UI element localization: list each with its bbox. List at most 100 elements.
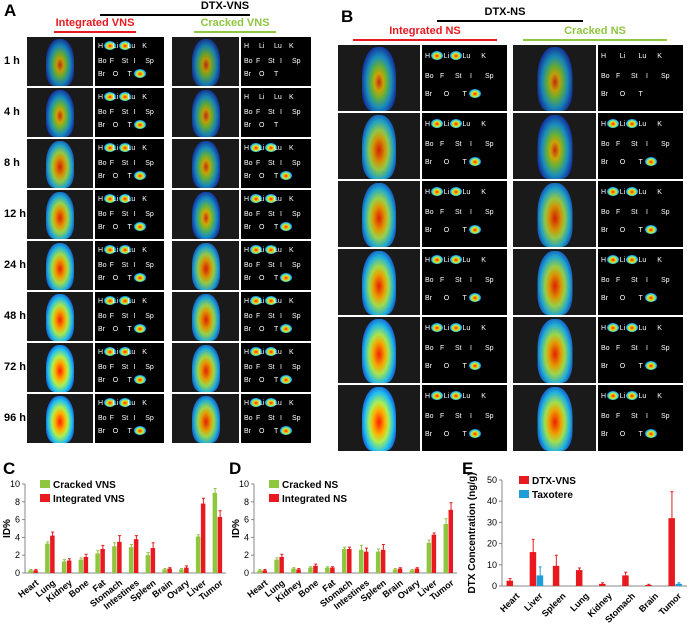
organ-label: Sp bbox=[485, 412, 494, 420]
organ-label: Li bbox=[619, 120, 626, 128]
organ-label: I bbox=[280, 210, 282, 218]
organ-signal bbox=[644, 361, 657, 371]
y-tick-label: 0 bbox=[492, 581, 497, 591]
mouse-image bbox=[172, 190, 239, 239]
legend-swatch bbox=[519, 490, 529, 498]
organ-label: Lu bbox=[127, 195, 136, 203]
organ-label: Bo bbox=[98, 261, 107, 269]
organ-label: K bbox=[289, 297, 294, 305]
organ-label: Li bbox=[112, 399, 119, 407]
panel-a-title-line bbox=[100, 14, 250, 16]
organ-label: K bbox=[142, 93, 147, 101]
organ-label: I bbox=[280, 108, 282, 116]
mouse-body bbox=[46, 90, 74, 137]
organ-label: Br bbox=[601, 431, 608, 439]
bar bbox=[257, 570, 262, 573]
organ-label: Lu bbox=[638, 52, 647, 60]
mouse-body bbox=[46, 39, 74, 86]
organ-label: Li bbox=[259, 399, 265, 407]
organ-label: O bbox=[443, 159, 450, 167]
organ-label: F bbox=[256, 363, 261, 371]
organ-image: H Li Lu K Bo F St I Sp Br O T bbox=[95, 139, 164, 188]
organ-label: K bbox=[481, 120, 486, 128]
mouse-body bbox=[46, 141, 74, 188]
organ-label: Br bbox=[425, 227, 432, 235]
organ-label: St bbox=[268, 57, 275, 65]
mouse-image bbox=[172, 88, 239, 137]
panel-a-title: DTX-VNS bbox=[200, 0, 250, 12]
organ-label: O bbox=[112, 326, 119, 334]
organ-label: K bbox=[289, 195, 294, 203]
organ-image: H Li Lu K Bo F St I Sp Br O T bbox=[241, 190, 311, 239]
organ-label: Li bbox=[443, 52, 450, 60]
organ-label: Li bbox=[259, 93, 265, 101]
organ-label: I bbox=[470, 276, 472, 284]
organ-label: H bbox=[601, 324, 607, 332]
organ-label: H bbox=[425, 324, 431, 332]
organ-signal bbox=[265, 295, 277, 305]
organ-label: F bbox=[256, 159, 261, 167]
organ-label: I bbox=[133, 159, 136, 167]
bar bbox=[448, 509, 454, 573]
organ-image: H Li Lu K Bo F St I Sp Br O T bbox=[95, 37, 164, 86]
mouse-body bbox=[537, 115, 572, 179]
organ-label: H bbox=[244, 93, 250, 101]
organ-label: Br bbox=[244, 275, 251, 283]
mouse-body bbox=[362, 47, 396, 111]
panel-a-label: A bbox=[4, 1, 17, 20]
organ-label: T bbox=[127, 224, 132, 232]
organ-label: Br bbox=[98, 275, 105, 283]
organ-signal bbox=[644, 157, 657, 167]
organ-label: St bbox=[121, 57, 129, 65]
organ-label: O bbox=[443, 295, 450, 303]
mouse-image bbox=[338, 45, 420, 111]
y-axis-label: ID% bbox=[2, 519, 13, 538]
organ-label: T bbox=[274, 224, 279, 232]
organ-label: O bbox=[259, 377, 265, 385]
y-tick-label: 8 bbox=[15, 497, 20, 507]
organ-image: H Li Lu K Bo F St I Sp Br O T bbox=[422, 113, 507, 179]
organ-signal bbox=[431, 390, 443, 400]
organ-label: Lu bbox=[127, 399, 136, 407]
organ-signal bbox=[625, 118, 638, 128]
organ-label: St bbox=[631, 276, 638, 284]
organ-label: Bo bbox=[98, 159, 107, 167]
bar bbox=[358, 549, 364, 573]
organ-label: F bbox=[616, 344, 621, 352]
organ-label: St bbox=[631, 208, 638, 216]
organ-label: Sp bbox=[145, 261, 154, 269]
organ-signal bbox=[644, 293, 657, 303]
time-label: 72 h bbox=[4, 361, 27, 373]
y-tick-label: 2 bbox=[15, 550, 20, 560]
organ-label: Li bbox=[619, 256, 626, 264]
organ-signal bbox=[625, 254, 638, 264]
organ-label: I bbox=[470, 72, 472, 80]
organ-signal bbox=[133, 171, 146, 181]
organ-label: Lu bbox=[274, 195, 282, 203]
organ-label: T bbox=[638, 431, 643, 439]
organ-label: Sp bbox=[145, 159, 154, 167]
organ-label: Br bbox=[244, 71, 251, 79]
organ-label: Sp bbox=[292, 363, 301, 371]
mouse-image bbox=[513, 181, 596, 247]
mouse-body bbox=[537, 47, 572, 111]
bar bbox=[414, 568, 420, 573]
organ-signal bbox=[104, 295, 116, 305]
organ-label: K bbox=[289, 399, 294, 407]
organ-label: Br bbox=[425, 91, 432, 99]
organ-label: I bbox=[133, 57, 136, 65]
organ-label: I bbox=[280, 414, 282, 422]
organ-signal bbox=[449, 322, 462, 332]
organ-label: Br bbox=[98, 122, 105, 130]
bar bbox=[409, 570, 415, 573]
organ-label: Sp bbox=[661, 140, 670, 148]
panel-b-label: B bbox=[341, 7, 354, 26]
bar bbox=[162, 569, 167, 573]
bar bbox=[575, 570, 583, 586]
organ-label: St bbox=[121, 159, 129, 167]
organ-label: K bbox=[481, 256, 486, 264]
organ-signal bbox=[625, 322, 638, 332]
bar bbox=[342, 548, 347, 573]
mouse-image bbox=[27, 241, 93, 290]
mouse-image bbox=[172, 139, 239, 188]
